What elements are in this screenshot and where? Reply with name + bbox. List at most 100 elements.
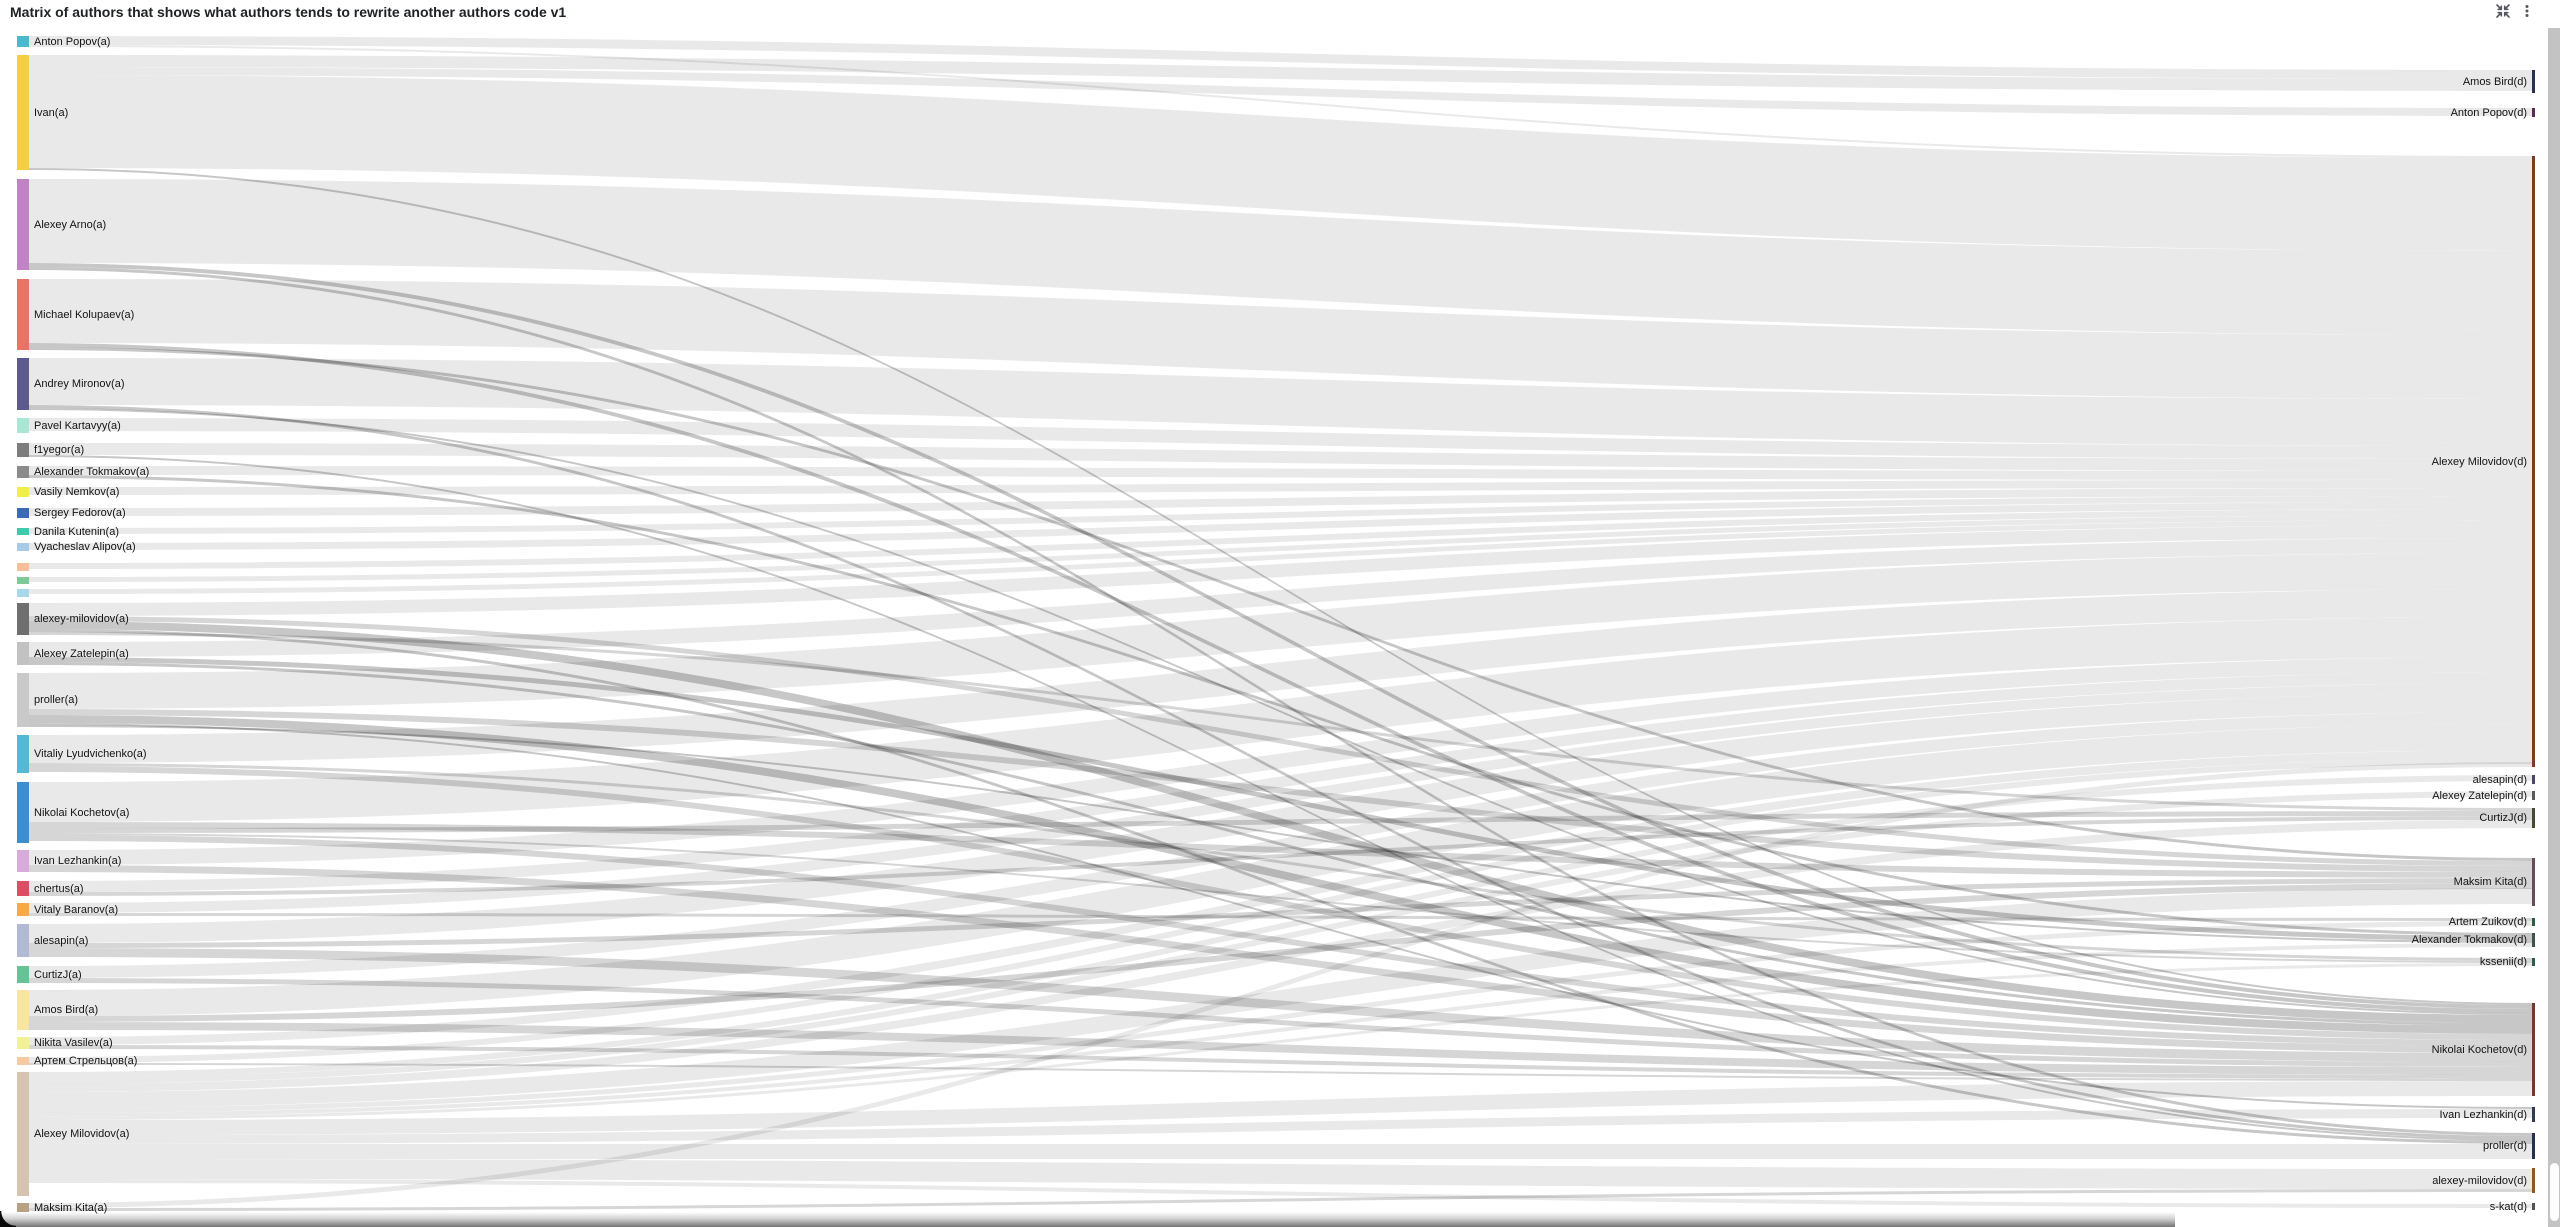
sankey-node[interactable] [17, 642, 29, 665]
sankey-link[interactable] [29, 553, 2532, 709]
sankey-link[interactable] [29, 888, 2532, 1108]
sankey-node[interactable] [17, 782, 29, 843]
sankey-node[interactable] [17, 924, 29, 957]
sankey-link[interactable] [29, 179, 2532, 335]
sankey-link[interactable] [29, 455, 2532, 1141]
sankey-link[interactable] [29, 1189, 2532, 1211]
sankey-link[interactable] [29, 496, 2532, 534]
sankey-link[interactable] [29, 358, 2532, 446]
sankey-node[interactable] [17, 1072, 29, 1196]
sankey-link[interactable] [29, 488, 2532, 516]
sankey-node[interactable] [2532, 933, 2535, 947]
sankey-link[interactable] [29, 632, 2532, 811]
sankey-link[interactable] [29, 709, 2532, 872]
sankey-link[interactable] [29, 820, 2532, 1092]
sankey-link[interactable] [29, 263, 2532, 1009]
sankey-link[interactable] [29, 267, 2532, 1136]
sankey-node[interactable] [2532, 156, 2535, 767]
sankey-link[interactable] [29, 978, 2532, 1067]
sankey-link[interactable] [29, 835, 2532, 1046]
sankey-link[interactable] [29, 509, 2532, 569]
sankey-link[interactable] [29, 657, 2532, 865]
sankey-node[interactable] [2532, 108, 2535, 117]
kebab-menu-icon[interactable] [2519, 3, 2535, 19]
sankey-link[interactable] [29, 725, 2532, 943]
sankey-link[interactable] [29, 629, 2532, 1144]
sankey-link[interactable] [29, 67, 2532, 116]
sankey-link[interactable] [29, 408, 2532, 1015]
sankey-node[interactable] [2532, 918, 2535, 926]
sankey-node[interactable] [2532, 775, 2535, 784]
sankey-link[interactable] [29, 943, 2532, 1117]
sankey-node[interactable] [17, 563, 29, 571]
sankey-node[interactable] [17, 673, 29, 727]
sankey-link[interactable] [29, 475, 2532, 936]
sankey-node[interactable] [2532, 1107, 2535, 1122]
sankey-link[interactable] [29, 921, 2532, 1113]
sankey-link[interactable] [29, 480, 2532, 495]
sankey-link[interactable] [29, 750, 2532, 1045]
sankey-link[interactable] [29, 1022, 2532, 1075]
sankey-node[interactable] [17, 358, 29, 410]
sankey-link[interactable] [29, 36, 2532, 79]
sankey-link[interactable] [29, 1159, 2532, 1189]
scrollbar-thumb[interactable] [2549, 1163, 2559, 1221]
sankey-link[interactable] [29, 538, 2532, 657]
scrollbar-track[interactable] [2548, 28, 2560, 1227]
sankey-node[interactable] [17, 543, 29, 551]
sankey-link[interactable] [29, 1081, 2532, 1135]
sankey-node[interactable] [2532, 858, 2535, 906]
sankey-link[interactable] [29, 279, 2532, 399]
sankey-link[interactable] [29, 816, 2532, 896]
sankey-link[interactable] [29, 766, 2532, 1040]
sankey-node[interactable] [2532, 1003, 2535, 1096]
sankey-link[interactable] [29, 724, 2532, 1016]
sankey-link[interactable] [29, 1063, 2532, 1081]
sankey-link[interactable] [29, 418, 2532, 459]
sankey-link[interactable] [29, 466, 2532, 480]
sankey-link[interactable] [29, 347, 2532, 861]
sankey-link[interactable] [29, 878, 2532, 948]
sankey-node[interactable] [2532, 1168, 2535, 1193]
sankey-link[interactable] [29, 883, 2532, 1022]
sankey-node[interactable] [17, 528, 29, 535]
sankey-link[interactable] [29, 657, 2532, 941]
sankey-link[interactable] [29, 75, 2532, 251]
sankey-link[interactable] [29, 672, 2532, 892]
sankey-link[interactable] [29, 343, 2532, 1013]
sankey-node[interactable] [17, 1057, 29, 1065]
sankey-node[interactable] [17, 1037, 29, 1049]
sankey-link[interactable] [29, 1045, 2532, 1079]
sankey-link[interactable] [29, 913, 2532, 921]
sankey-link[interactable] [29, 1179, 2532, 1208]
sankey-link[interactable] [29, 723, 2532, 1109]
sankey-node[interactable] [17, 603, 29, 635]
sankey-link[interactable] [29, 791, 2532, 1084]
sankey-link[interactable] [29, 683, 2532, 913]
sankey-node[interactable] [17, 55, 29, 170]
sankey-link[interactable] [29, 775, 2532, 1078]
sankey-node[interactable] [17, 850, 29, 872]
sankey-link[interactable] [29, 693, 2532, 943]
sankey-node[interactable] [17, 577, 29, 584]
sankey-link[interactable] [29, 589, 2532, 763]
sankey-node[interactable] [17, 966, 29, 983]
sankey-link[interactable] [29, 515, 2532, 582]
sankey-node[interactable] [17, 1203, 29, 1212]
sankey-node[interactable] [2532, 1133, 2535, 1159]
sankey-link[interactable] [29, 1109, 2532, 1144]
sankey-link[interactable] [29, 616, 2532, 866]
sankey-link[interactable] [29, 168, 2532, 1005]
sankey-node[interactable] [17, 179, 29, 270]
sankey-node[interactable] [17, 466, 29, 478]
sankey-link[interactable] [29, 948, 2532, 1062]
sankey-link[interactable] [29, 865, 2532, 1053]
sankey-node[interactable] [17, 443, 29, 457]
sankey-node[interactable] [17, 881, 29, 896]
sankey-node[interactable] [17, 903, 29, 916]
sankey-link[interactable] [29, 405, 2532, 1139]
sankey-node[interactable] [17, 279, 29, 350]
sankey-link[interactable] [29, 763, 2532, 961]
sankey-node[interactable] [2532, 808, 2535, 828]
sankey-node[interactable] [17, 735, 29, 773]
